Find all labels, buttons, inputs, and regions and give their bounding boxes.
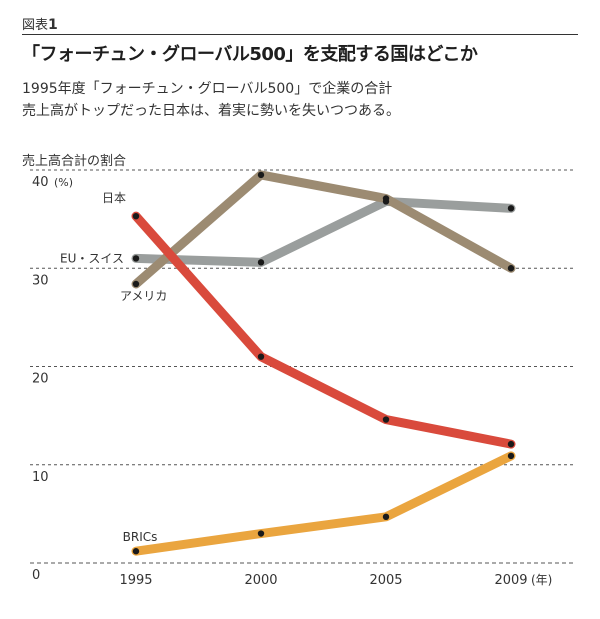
x-tick-label: 2005 <box>369 573 402 588</box>
series-label: アメリカ <box>120 289 167 303</box>
data-point <box>257 259 265 266</box>
series-label: BRICs <box>123 530 158 544</box>
series-line <box>131 211 516 449</box>
series-line <box>131 196 516 267</box>
y-tick-label: 30 <box>32 273 49 288</box>
series-line <box>131 451 516 556</box>
data-point <box>132 212 140 220</box>
data-point <box>382 195 390 202</box>
x-tick-label: 2000 <box>244 573 277 588</box>
y-axis-label: 売上高合計の割合 <box>22 154 127 169</box>
data-point <box>257 171 265 179</box>
data-point <box>507 205 515 212</box>
data-point <box>132 548 140 555</box>
data-point <box>132 280 140 288</box>
series-label: 日本 <box>102 191 126 205</box>
header-rule <box>22 34 578 35</box>
x-tick-label: 2009 <box>494 573 527 588</box>
figure-label-prefix: 図表 <box>22 18 49 33</box>
x-unit-label: (年) <box>531 573 552 587</box>
chart-title: 「フォーチュン・グローバル500」を支配する国はどこか <box>22 44 478 65</box>
y-unit-label: (%) <box>54 176 73 189</box>
data-point <box>507 440 515 448</box>
data-point <box>257 353 265 360</box>
series-label: EU・スイス <box>60 251 124 265</box>
data-point <box>257 530 265 537</box>
chart-subtitle: 1995年度「フォーチュン・グローバル500」で企業の合計 売上高がトップだった日… <box>22 78 400 122</box>
figure-label-number: 1 <box>48 17 58 33</box>
x-tick-label: 1995 <box>119 573 152 588</box>
data-point <box>507 265 515 272</box>
subtitle-line-2: 売上高がトップだった日本は、着実に勢いを失いつつある。 <box>22 103 400 119</box>
figure-label: 図表1 <box>22 14 58 33</box>
data-point <box>382 513 390 521</box>
y-tick-label: 0 <box>32 568 40 583</box>
y-tick-label: 10 <box>32 470 49 485</box>
subtitle-line-1: 1995年度「フォーチュン・グローバル500」で企業の合計 <box>22 81 393 97</box>
data-point <box>382 416 390 423</box>
data-point <box>132 255 140 262</box>
y-tick-label: 20 <box>32 372 49 387</box>
data-point <box>507 452 515 460</box>
y-tick-label: 40 <box>32 175 49 190</box>
series-line <box>131 170 516 289</box>
